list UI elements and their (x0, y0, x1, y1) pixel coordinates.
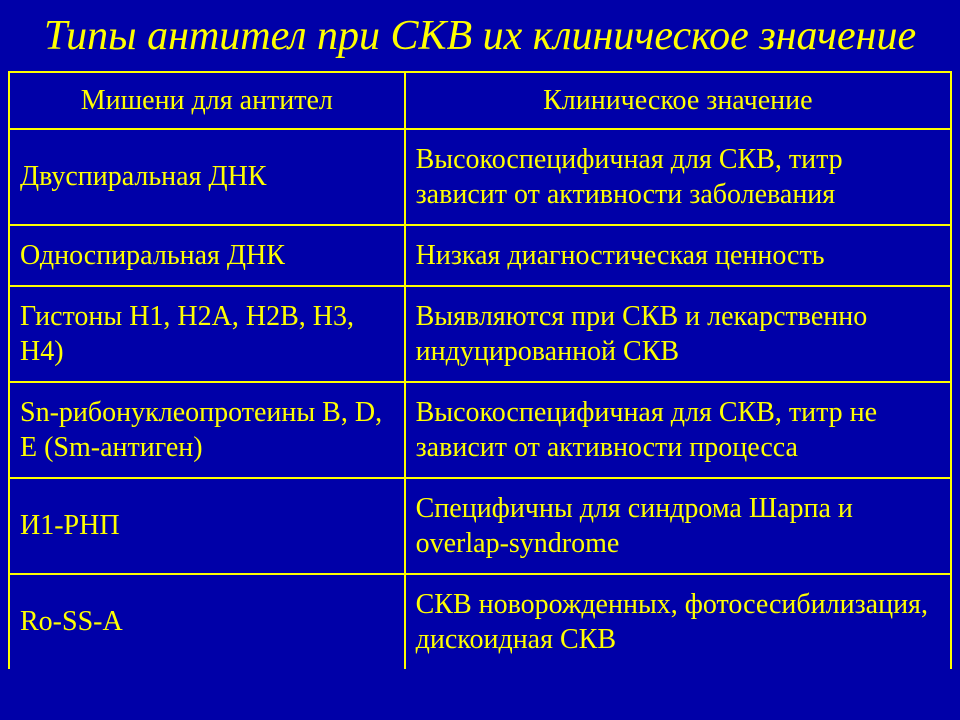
table-row: Двуспиральная ДНК Высокоспецифичная для … (9, 129, 951, 225)
cell-target: Sn-рибонуклеопротеины В, D, E (Sm-антиге… (9, 382, 405, 478)
col-header-targets: Мишени для антител (9, 72, 405, 129)
table-row: Ro-SS-A СКВ новорожденных, фотосесибилиз… (9, 574, 951, 669)
table-row: Гистоны Н1, Н2А, Н2В, Н3, Н4) Выявляются… (9, 286, 951, 382)
slide: Типы антител при СКВ их клиническое знач… (0, 0, 960, 720)
antibody-table: Мишени для антител Клиническое значение … (8, 71, 952, 669)
col-header-clinical: Клиническое значение (405, 72, 951, 129)
cell-clinical: Низкая диагностическая ценность (405, 225, 951, 286)
cell-clinical: Высокоспецифичная для СКВ, титр зависит … (405, 129, 951, 225)
cell-target: Двуспиральная ДНК (9, 129, 405, 225)
cell-target: И1-РНП (9, 478, 405, 574)
table-row: И1-РНП Специфичны для синдрома Шарпа и o… (9, 478, 951, 574)
table-header-row: Мишени для антител Клиническое значение (9, 72, 951, 129)
cell-clinical: Высокоспецифичная для СКВ, титр не завис… (405, 382, 951, 478)
cell-clinical: Выявляются при СКВ и лекарственно индуци… (405, 286, 951, 382)
cell-target: Гистоны Н1, Н2А, Н2В, Н3, Н4) (9, 286, 405, 382)
slide-title: Типы антител при СКВ их клиническое знач… (0, 0, 960, 71)
cell-target: Односпиральная ДНК (9, 225, 405, 286)
table-row: Односпиральная ДНК Низкая диагностическа… (9, 225, 951, 286)
cell-clinical: Специфичны для синдрома Шарпа и overlap-… (405, 478, 951, 574)
cell-target: Ro-SS-A (9, 574, 405, 669)
table-row: Sn-рибонуклеопротеины В, D, E (Sm-антиге… (9, 382, 951, 478)
cell-clinical: СКВ новорожденных, фотосесибилизация, ди… (405, 574, 951, 669)
